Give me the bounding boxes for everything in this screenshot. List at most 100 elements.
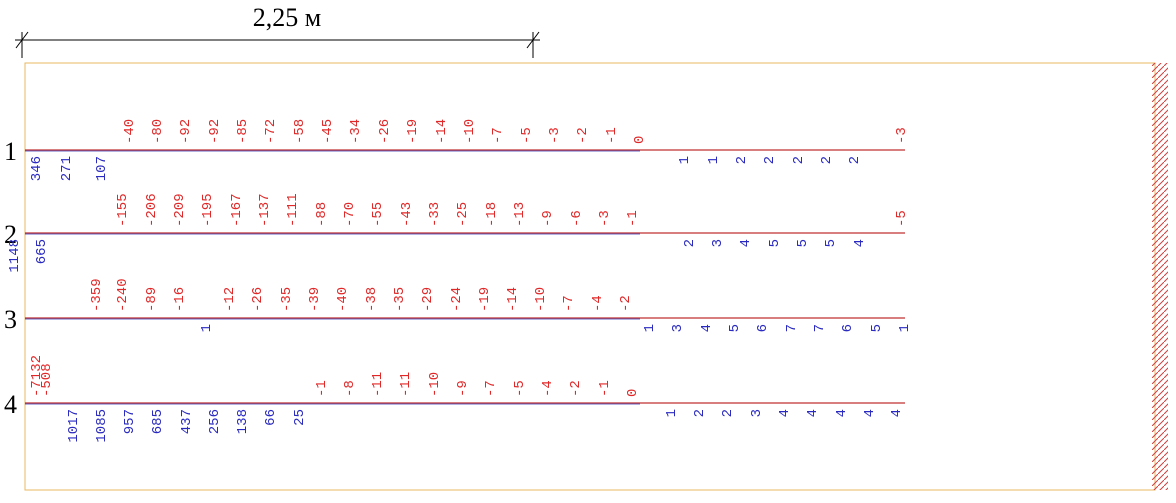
value-label-positive: 271 xyxy=(59,156,75,181)
value-label-negative: -25 xyxy=(455,202,471,227)
value-label-negative: -88 xyxy=(314,202,330,227)
value-label-negative: -1 xyxy=(604,127,620,144)
value-label-negative: -26 xyxy=(377,119,393,144)
value-label-positive: 4 xyxy=(889,409,905,417)
value-label-positive: 1 xyxy=(642,324,658,332)
value-label-positive: 3 xyxy=(670,324,686,332)
value-label-positive: 6 xyxy=(755,324,771,332)
value-label-negative: -137 xyxy=(257,193,273,227)
row-label: 4 xyxy=(4,390,17,419)
dimension-slash xyxy=(526,31,540,49)
value-label-positive: 7 xyxy=(784,324,800,332)
value-label-positive: 2 xyxy=(791,156,807,164)
value-label-positive: 1148 xyxy=(7,239,23,273)
value-label-negative: -9 xyxy=(455,380,471,397)
value-label-negative: -58 xyxy=(292,119,308,144)
row-label: 2 xyxy=(4,220,17,249)
value-label-negative: -10 xyxy=(533,287,549,312)
value-label-negative: -43 xyxy=(399,202,415,227)
value-label-negative: -40 xyxy=(122,119,138,144)
value-label-negative: -206 xyxy=(144,193,160,227)
support-hatch xyxy=(1152,63,1168,490)
value-label-positive: 5 xyxy=(767,239,783,247)
value-label-positive: 107 xyxy=(94,156,110,181)
value-label-negative: -155 xyxy=(115,193,131,227)
value-label-negative: -14 xyxy=(434,119,450,144)
value-label-positive: 957 xyxy=(122,409,138,434)
value-label-positive: 2 xyxy=(734,156,750,164)
value-label-negative: -2 xyxy=(618,295,634,312)
value-label-negative: -85 xyxy=(235,119,251,144)
value-label-positive: 1085 xyxy=(94,409,110,443)
value-label-negative: 0 xyxy=(632,136,648,144)
value-label-positive: 437 xyxy=(179,409,195,434)
value-label-positive: 5 xyxy=(795,239,811,247)
value-label-positive: 3 xyxy=(710,239,726,247)
value-label-positive: 4 xyxy=(805,409,821,417)
value-label-positive: 256 xyxy=(207,409,223,434)
value-label-negative: -19 xyxy=(405,119,421,144)
row-label: 1 xyxy=(4,137,17,166)
value-label-negative: -38 xyxy=(364,287,380,312)
value-label-negative: 0 xyxy=(625,389,641,397)
value-label-positive: 2 xyxy=(720,409,736,417)
value-label-negative: -7 xyxy=(490,127,506,144)
value-label-positive: 1 xyxy=(664,409,680,417)
value-label-negative: -89 xyxy=(144,287,160,312)
row-label: 3 xyxy=(4,305,17,334)
value-label-negative: -14 xyxy=(505,287,521,312)
value-label-negative: -3 xyxy=(894,127,910,144)
value-label-positive: 1 xyxy=(706,156,722,164)
value-label-negative: -4 xyxy=(590,295,606,312)
value-label-negative: -18 xyxy=(484,202,500,227)
value-label-positive: 5 xyxy=(869,324,885,332)
value-label-negative: -4 xyxy=(540,380,556,397)
dimension-slash xyxy=(15,31,29,49)
value-label-positive: 2 xyxy=(847,156,863,164)
value-label-positive: 2 xyxy=(692,409,708,417)
value-label-negative: -40 xyxy=(335,287,351,312)
value-label-positive: 5 xyxy=(727,324,743,332)
value-label-positive: 5 xyxy=(823,239,839,247)
value-label-negative: -2 xyxy=(575,127,591,144)
value-label-negative: -8 xyxy=(342,380,358,397)
value-label-negative: -16 xyxy=(172,287,188,312)
value-label-positive: 1 xyxy=(199,324,215,332)
value-label-positive: 7 xyxy=(812,324,828,332)
value-label-positive: 6 xyxy=(840,324,856,332)
value-label-negative: -5 xyxy=(894,210,910,227)
value-label-negative: -6 xyxy=(569,210,585,227)
value-label-positive: 1 xyxy=(897,324,913,332)
value-label-positive: 1 xyxy=(677,156,693,164)
value-label-positive: 25 xyxy=(292,409,308,426)
value-label-negative: -1 xyxy=(625,210,641,227)
value-label-negative: -508 xyxy=(39,363,55,397)
value-label-positive: 4 xyxy=(699,324,715,332)
value-label-negative: -7 xyxy=(483,380,499,397)
value-label-negative: -2 xyxy=(568,380,584,397)
value-label-negative: -111 xyxy=(285,193,301,227)
value-label-negative: -92 xyxy=(178,119,194,144)
value-label-negative: -39 xyxy=(307,287,323,312)
value-label-positive: 1017 xyxy=(66,409,82,443)
dimension-label: 2,25 м xyxy=(253,3,321,32)
value-label-negative: -80 xyxy=(150,119,166,144)
value-label-negative: -70 xyxy=(342,202,358,227)
value-label-negative: -55 xyxy=(370,202,386,227)
value-label-positive: 665 xyxy=(34,239,50,264)
value-label-positive: 4 xyxy=(777,409,793,417)
value-label-negative: -5 xyxy=(519,127,535,144)
value-label-negative: -1 xyxy=(597,380,613,397)
value-label-negative: -359 xyxy=(89,278,105,312)
value-label-negative: -29 xyxy=(420,287,436,312)
rows: 1-40 -80 -92 -92 -85 -72 -58 -45 -34 -26 -19 -14 -10… xyxy=(4,119,913,443)
value-label-negative: -34 xyxy=(348,119,364,144)
value-label-negative: -13 xyxy=(512,202,528,227)
value-label-negative: -7132 xyxy=(29,355,45,397)
value-label-negative: -12 xyxy=(222,287,238,312)
value-label-negative: -7 xyxy=(561,295,577,312)
value-label-negative: -35 xyxy=(392,287,408,312)
value-label-negative: -45 xyxy=(320,119,336,144)
